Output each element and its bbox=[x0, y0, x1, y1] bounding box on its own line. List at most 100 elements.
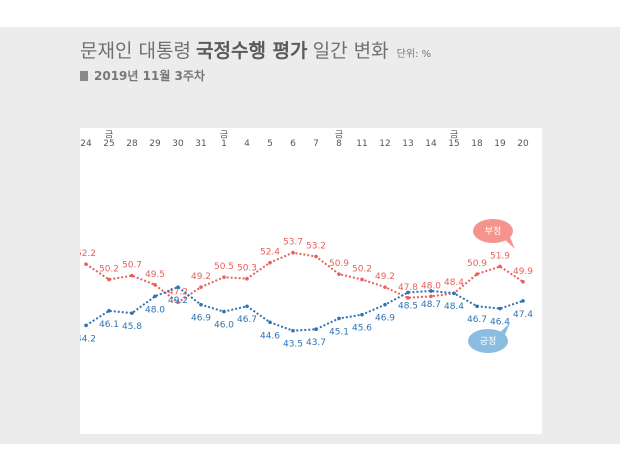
negative-bubble bbox=[473, 219, 513, 243]
unit-label: 단위: % bbox=[396, 49, 432, 60]
friday-marker: 금 bbox=[335, 130, 343, 141]
x-tick-label: 18 bbox=[471, 139, 483, 149]
positive-bubble-tail bbox=[498, 323, 510, 337]
data-label: 46.9 bbox=[375, 314, 395, 324]
data-point bbox=[452, 291, 456, 296]
positive-bubble bbox=[468, 329, 508, 353]
data-label: 50.3 bbox=[237, 264, 257, 274]
x-tick-label: 31 bbox=[195, 139, 206, 149]
x-tick-label: 14 bbox=[425, 139, 437, 149]
data-label: 49.2 bbox=[168, 296, 188, 306]
data-point bbox=[222, 309, 226, 314]
data-point bbox=[498, 306, 502, 311]
x-tick-label: 30 bbox=[172, 139, 184, 149]
data-point bbox=[107, 309, 111, 313]
data-label: 49.2 bbox=[191, 272, 211, 282]
square-bullet-icon bbox=[80, 71, 88, 81]
title-light-text: 문재인 대통령 bbox=[80, 40, 191, 62]
data-label: 47.2 bbox=[168, 287, 188, 297]
x-tick-label: 20 bbox=[517, 139, 529, 149]
data-label: 51.9 bbox=[490, 251, 510, 261]
friday-marker: 금 bbox=[450, 130, 458, 141]
data-label: 46.9 bbox=[191, 314, 211, 324]
data-point bbox=[176, 285, 180, 289]
data-label: 46.0 bbox=[214, 321, 234, 331]
data-point bbox=[360, 312, 364, 317]
positive-legend-label: 긍정 bbox=[480, 336, 497, 347]
data-point bbox=[153, 294, 157, 299]
data-label: 46.7 bbox=[467, 315, 487, 325]
data-point bbox=[107, 277, 111, 282]
data-label: 53.7 bbox=[283, 238, 303, 248]
x-tick-label: 25 bbox=[103, 139, 114, 149]
x-tick-label: 8 bbox=[336, 139, 342, 149]
data-point bbox=[268, 260, 272, 265]
data-label: 50.5 bbox=[214, 262, 234, 272]
data-point bbox=[360, 277, 364, 282]
data-point bbox=[130, 273, 134, 278]
x-tick-label: 15 bbox=[448, 139, 459, 149]
data-label: 49.2 bbox=[375, 272, 395, 282]
data-label: 46.7 bbox=[237, 315, 257, 325]
negative-legend-label: 부정 bbox=[485, 226, 502, 237]
data-label: 43.5 bbox=[283, 340, 303, 350]
data-label: 44.6 bbox=[260, 331, 280, 341]
data-label: 44.2 bbox=[80, 334, 96, 344]
data-label: 50.9 bbox=[467, 259, 487, 269]
x-tick-label: 11 bbox=[356, 139, 367, 149]
data-point bbox=[337, 316, 341, 321]
x-tick-label: 13 bbox=[402, 139, 413, 149]
data-point bbox=[383, 285, 387, 289]
data-label: 48.4 bbox=[444, 302, 464, 312]
data-point bbox=[314, 327, 318, 331]
data-label: 52.4 bbox=[260, 248, 280, 258]
negative-series: 52.250.250.749.547.249.250.550.352.453.7… bbox=[80, 238, 533, 305]
data-point bbox=[337, 272, 341, 276]
data-point bbox=[245, 304, 249, 309]
data-label: 49.5 bbox=[145, 270, 165, 280]
data-label: 53.2 bbox=[306, 242, 326, 252]
data-label: 48.0 bbox=[145, 305, 165, 315]
x-tick-label: 28 bbox=[126, 139, 138, 149]
data-point bbox=[291, 250, 295, 255]
data-label: 45.8 bbox=[122, 322, 142, 332]
data-point bbox=[291, 328, 295, 333]
friday-marker: 금 bbox=[220, 130, 228, 141]
x-tick-label: 19 bbox=[494, 139, 506, 149]
title-bold-text: 국정수행 평가 bbox=[196, 40, 308, 62]
data-label: 46.1 bbox=[99, 320, 119, 330]
data-label: 50.9 bbox=[329, 259, 349, 269]
subtitle: 2019년 11월 3주차 bbox=[80, 67, 205, 84]
data-point bbox=[475, 304, 479, 309]
data-label: 47.4 bbox=[513, 310, 533, 320]
x-tick-label: 24 bbox=[80, 139, 92, 149]
data-point bbox=[176, 300, 180, 305]
data-point bbox=[268, 320, 272, 325]
chart-title: 문재인 대통령 국정수행 평가 일간 변화 단위: % bbox=[80, 36, 431, 63]
data-point bbox=[383, 302, 387, 307]
data-label: 48.0 bbox=[421, 281, 441, 291]
data-label: 45.6 bbox=[352, 324, 372, 334]
x-tick-label: 6 bbox=[290, 139, 296, 149]
data-label: 52.2 bbox=[80, 249, 96, 259]
x-tick-label: 1 bbox=[221, 139, 227, 149]
data-label: 49.9 bbox=[513, 267, 533, 277]
data-label: 48.7 bbox=[421, 300, 441, 310]
x-tick-label: 12 bbox=[379, 139, 390, 149]
data-point bbox=[498, 264, 502, 269]
data-point bbox=[406, 290, 410, 295]
data-point bbox=[475, 272, 479, 276]
series-line bbox=[85, 285, 524, 332]
negative-bubble-tail bbox=[503, 235, 515, 249]
data-point bbox=[153, 283, 157, 287]
data-point bbox=[521, 279, 525, 284]
x-tick-label: 4 bbox=[244, 139, 250, 149]
x-axis: 24 25 28 29 30 31 1 4 5 6 7 8 11 12 13 14 15 18 19 20금 금 금 금 bbox=[80, 130, 529, 149]
data-point bbox=[84, 262, 88, 266]
data-point bbox=[222, 275, 226, 279]
x-tick-label: 7 bbox=[313, 139, 319, 149]
